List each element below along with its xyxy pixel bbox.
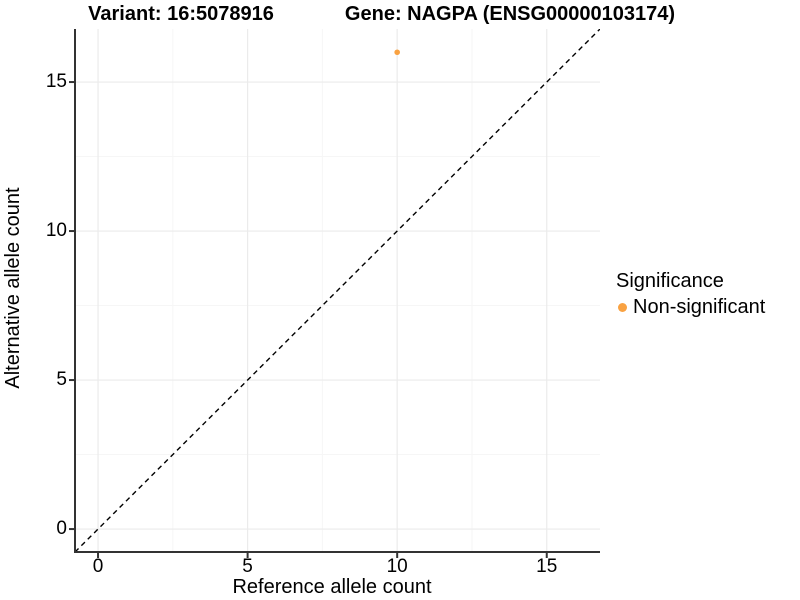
- y-axis-title: Alternative allele count: [2, 187, 24, 389]
- y-tick-label: 0: [56, 518, 67, 540]
- y-tick-label: 5: [56, 369, 67, 391]
- x-axis-title: Reference allele count: [232, 576, 432, 598]
- plot-title-gene: Gene: NAGPA (ENSG00000103174): [344, 3, 676, 25]
- legend-items: Non-significant: [612, 295, 765, 319]
- x-tick-label: 0: [92, 556, 104, 577]
- x-tick-label: 10: [386, 556, 408, 577]
- y-tick-label: 15: [45, 71, 67, 93]
- y-tick-label: 10: [45, 220, 67, 242]
- legend-item-label: Non-significant: [633, 296, 766, 318]
- legend-title: Significance: [616, 270, 724, 292]
- identity-dashed-line: [75, 29, 600, 552]
- plot-title-variant: Variant: 16:5078916: [88, 3, 274, 25]
- x-tick-label: 5: [242, 556, 253, 577]
- legend: Significance Non-significant: [612, 268, 765, 319]
- x-tick-label: 15: [536, 556, 558, 577]
- legend-point-icon: [618, 302, 627, 312]
- legend-item: Non-significant: [612, 295, 765, 319]
- data-point: [394, 49, 400, 56]
